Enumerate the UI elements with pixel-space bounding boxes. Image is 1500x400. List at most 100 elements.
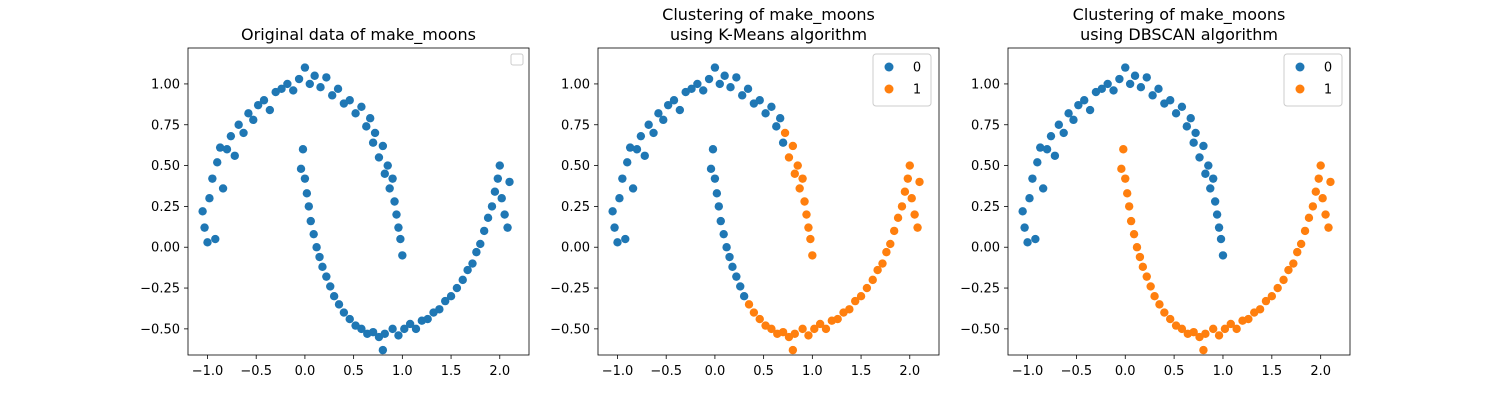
data-point [400,324,409,334]
data-point [736,282,745,291]
data-point [234,120,243,129]
data-point [1171,109,1181,118]
data-point [775,114,785,123]
data-point [644,120,653,129]
legend-marker [884,62,894,72]
data-point [1031,234,1040,244]
chart-title-line-1: Clustering of make_moons [662,5,875,25]
data-point [205,194,214,203]
data-point [351,109,360,118]
data-point [226,131,236,141]
data-point [778,327,788,337]
x-tick-label: 0.5 [753,364,774,379]
data-point [706,164,716,174]
x-tick-label: −1.0 [1012,364,1044,379]
data-point [1064,109,1073,118]
data-point [1232,324,1241,334]
chart-title-line-1: Original data of make_moons [241,25,476,45]
data-point [334,300,344,309]
data-point [392,210,401,219]
data-point [793,161,802,170]
data-point [905,161,914,170]
data-point [296,164,306,174]
data-point [339,308,349,317]
data-point [304,202,314,211]
data-point [1097,84,1107,94]
data-point [239,128,248,138]
data-point [458,275,467,285]
data-point [739,292,749,301]
y-tick-label: −0.25 [960,282,1000,297]
data-point [259,96,269,105]
data-point [1316,161,1325,170]
data-point [244,109,253,118]
data-point [728,262,737,272]
data-point [368,327,378,337]
data-point [1155,300,1164,309]
x-tick-label: −0.5 [650,364,682,379]
data-point [675,105,685,115]
data-point [1220,324,1230,334]
data-point [1189,138,1198,147]
data-point [1124,202,1134,211]
data-point [1210,197,1220,206]
y-tick-label: 1.00 [971,77,1000,92]
y-tick-label: 0.75 [971,118,1000,133]
y-tick-label: 0.25 [151,200,180,215]
data-point [1085,105,1095,115]
data-point [1209,174,1218,183]
data-point [441,296,450,306]
data-point [463,265,472,275]
data-point [483,213,493,223]
data-point [1255,305,1265,314]
data-point [618,174,627,183]
x-tick-label: 0.0 [705,364,726,379]
data-point [1069,115,1078,125]
data-point [1308,202,1318,211]
x-tick-label: 1.5 [441,364,462,379]
data-point [306,216,315,226]
data-point [749,308,759,317]
data-point [743,84,753,94]
data-point [802,210,811,219]
data-point [851,296,860,306]
data-point [1279,275,1288,285]
data-point [1018,207,1027,216]
data-point [900,187,910,196]
data-point [211,234,220,244]
data-point [780,128,790,138]
legend-label: 0 [913,61,921,76]
data-point [365,114,375,123]
data-point [889,226,899,236]
data-point [886,239,895,249]
data-point [1166,314,1175,324]
data-point [503,223,512,232]
data-point [1109,86,1118,95]
data-point [907,194,916,203]
data-point [1199,345,1208,355]
data-point [1199,141,1208,151]
data-point [704,74,714,84]
data-point [1132,243,1142,252]
data-point [699,86,708,95]
data-point [218,184,228,193]
data-point [649,128,658,138]
plot-area-frame [187,47,530,356]
data-point [1033,158,1042,167]
data-point [720,71,729,80]
data-point [472,247,481,257]
data-point [800,197,809,206]
data-point [1244,314,1253,324]
data-point [795,184,804,193]
legend-box [872,53,932,107]
data-point [302,189,312,198]
x-tick-label: 1.0 [392,364,413,379]
data-point [329,292,339,301]
data-point [333,84,343,94]
data-point [915,177,924,187]
data-point [213,158,222,167]
data-point [1123,189,1132,198]
data-point [200,223,209,232]
data-point [744,300,754,309]
data-point [1142,272,1151,281]
